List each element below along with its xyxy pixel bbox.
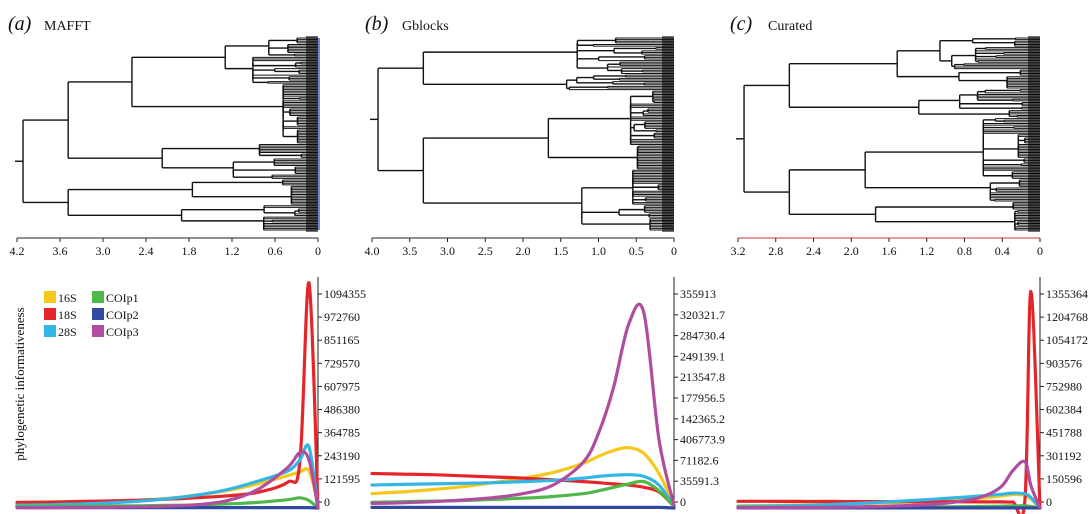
tree-tick-label: 1.6 <box>882 244 897 258</box>
panel-a-title: MAFFT <box>44 19 91 34</box>
pi-tick-label: 486380 <box>324 403 360 417</box>
pi-tick-label: 142365.2 <box>680 412 725 426</box>
y-axis-label: phylogenetic informativeness <box>12 307 27 460</box>
panel-a-letter: (a) <box>8 13 32 35</box>
phylogenetic-tree-curated <box>736 36 1040 232</box>
pi-tick-label: 851165 <box>324 333 360 347</box>
panel-b-letter: (b) <box>365 13 389 35</box>
pi-plot-mafft: 1094355 972760 851165 729570 607975 486380 364… <box>15 277 366 510</box>
pi-tick-label: 0 <box>1046 495 1052 509</box>
panel-c-title: Curated <box>768 19 812 34</box>
series-line-28s <box>736 491 1042 510</box>
pi-tick-label: 602384 <box>1046 403 1082 417</box>
pi-tick-label: 364785 <box>324 426 360 440</box>
pi-tick-label: 320321.7 <box>680 308 725 322</box>
tree-tick-label: 2.0 <box>516 244 531 258</box>
pi-tick-label: 213547.8 <box>680 370 725 384</box>
tree-axis-curated: 3.2 2.8 2.4 2.0 1.6 1.2 0.8 0.4 0 <box>731 237 1043 258</box>
legend-label: COIp2 <box>106 308 139 322</box>
tree-tick-label: 2.0 <box>844 244 859 258</box>
tree-tick-label: 4.0 <box>365 244 380 258</box>
legend-swatch-coip2 <box>92 308 104 320</box>
pi-tick-label: 284730.4 <box>680 329 725 343</box>
pi-tick-label: 35591.3 <box>680 474 719 488</box>
legend-swatch-28s <box>44 325 56 337</box>
tree-axis-mafft: 4.2 3.6 3.0 2.4 1.8 1.2 0.6 0 <box>10 237 321 258</box>
tree-tick-label: 3.5 <box>402 244 417 258</box>
tree-tick-label: 0 <box>315 244 321 258</box>
phylogenetic-tree-gblocks <box>370 36 674 232</box>
tree-tick-label: 1.2 <box>225 244 240 258</box>
pi-tick-label: 729570 <box>324 356 360 370</box>
series-line-coip3 <box>736 459 1042 510</box>
pi-tick-label: 1355364 <box>1046 287 1088 301</box>
legend-label: COIp1 <box>106 291 139 305</box>
legend-label: 16S <box>58 291 77 305</box>
pi-plot-curated: 1355364 1204768 1054172 903576 752980 602384 4… <box>736 277 1088 514</box>
legend-label: 28S <box>58 325 77 339</box>
legend-label: COIp3 <box>106 325 139 339</box>
series-line-coip2 <box>370 505 676 510</box>
tree-tick-label: 0 <box>671 244 677 258</box>
legend-swatch-16s <box>44 291 56 303</box>
series-line-28s <box>370 473 676 508</box>
pi-tick-label: 301192 <box>1046 449 1082 463</box>
tree-tick-label: 0.8 <box>957 244 972 258</box>
tree-tick-label: 2.4 <box>806 244 821 258</box>
tree-axis-gblocks: 4.0 3.5 3.0 2.5 2.0 1.5 1.0 0.5 0 <box>365 237 677 258</box>
series-line-18s <box>736 289 1042 514</box>
legend: 16S COIp1 18S COIp2 28S COIp3 <box>44 291 139 339</box>
series-line-coip3 <box>370 302 676 507</box>
tree-tick-label: 2.8 <box>768 244 783 258</box>
legend-label: 18S <box>58 308 77 322</box>
tree-tick-label: 3.0 <box>440 244 455 258</box>
tree-tick-label: 1.0 <box>591 244 606 258</box>
pi-tick-label: 71182.6 <box>680 453 719 467</box>
tree-tick-label: 3.6 <box>53 244 68 258</box>
pi-tick-label: 0 <box>324 495 330 509</box>
tree-tick-label: 2.5 <box>478 244 493 258</box>
phylogenetic-tree-mafft <box>15 36 320 232</box>
tree-tick-label: 1.8 <box>182 244 197 258</box>
tree-tick-label: 1.2 <box>919 244 934 258</box>
pi-tick-label: 1054172 <box>1046 333 1088 347</box>
tree-tick-label: 1.5 <box>553 244 568 258</box>
panel-c-letter: (c) <box>730 13 753 35</box>
pi-tick-label: 0 <box>680 495 686 509</box>
pi-tick-label: 243190 <box>324 449 360 463</box>
series-line-18s <box>15 281 320 510</box>
panel-b-title: Gblocks <box>402 19 449 34</box>
pi-tick-label: 1094355 <box>324 287 366 301</box>
pi-tick-label: 121595 <box>324 472 360 486</box>
pi-tick-label: 752980 <box>1046 379 1082 393</box>
tree-tick-label: 2.4 <box>139 244 154 258</box>
tree-tick-label: 0.5 <box>629 244 644 258</box>
pi-tick-label: 406773.9 <box>680 433 725 447</box>
series-line-coip3 <box>15 450 320 510</box>
tree-tick-label: 3.2 <box>731 244 746 258</box>
pi-tick-label: 150596 <box>1046 472 1082 486</box>
pi-tick-label: 355913 <box>680 287 716 301</box>
tree-tick-label: 4.2 <box>10 244 25 258</box>
legend-swatch-18s <box>44 308 56 320</box>
legend-swatch-coip3 <box>92 325 104 337</box>
tree-tick-label: 0.4 <box>995 244 1010 258</box>
pi-tick-label: 972760 <box>324 310 360 324</box>
pi-tick-label: 903576 <box>1046 356 1082 370</box>
series-line-16s <box>370 446 676 507</box>
pi-plot-gblocks: 355913 320321.7 284730.4 249139.1 213547.8 17… <box>370 277 725 510</box>
tree-tick-label: 0.6 <box>268 244 283 258</box>
pi-tick-label: 1204768 <box>1046 310 1088 324</box>
tree-tick-label: 0 <box>1037 244 1043 258</box>
pi-tick-label: 249139.1 <box>680 349 725 363</box>
pi-tick-label: 177956.5 <box>680 391 725 405</box>
tree-tick-label: 3.0 <box>96 244 111 258</box>
pi-tick-label: 607975 <box>324 379 360 393</box>
pi-tick-label: 451788 <box>1046 426 1082 440</box>
legend-swatch-coip1 <box>92 291 104 303</box>
series-line-28s <box>15 443 320 510</box>
